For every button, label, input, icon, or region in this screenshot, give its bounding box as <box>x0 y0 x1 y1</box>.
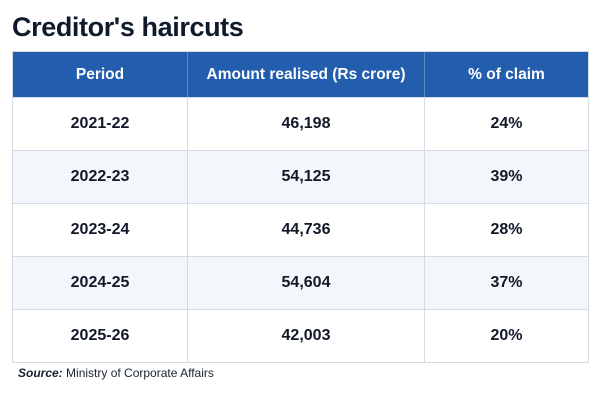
table-row: 2025-26 42,003 20% <box>13 309 588 362</box>
data-table: Period Amount realised (Rs crore) % of c… <box>12 51 589 363</box>
amount-cell: 46,198 <box>187 98 424 150</box>
chart-title: Creditor's haircuts <box>12 12 244 42</box>
period-cell: 2023-24 <box>70 221 130 238</box>
table-row: 2021-22 46,198 24% <box>13 97 588 150</box>
period-cell: 2025-26 <box>70 327 130 344</box>
table-row: 2024-25 54,604 37% <box>13 256 588 309</box>
column-header-amount: Amount realised (Rs crore) <box>187 52 424 97</box>
percent-cell: 39% <box>424 151 588 203</box>
source-text: Ministry of Corporate Affairs <box>66 366 214 380</box>
amount-cell: 44,736 <box>187 204 424 256</box>
source-label: Source: <box>18 366 63 380</box>
amount-cell: 54,125 <box>187 151 424 203</box>
period-cell: 2021-22 <box>70 115 130 132</box>
period-cell: 2024-25 <box>70 274 130 291</box>
amount-cell: 54,604 <box>187 257 424 309</box>
percent-cell: 20% <box>424 310 588 362</box>
percent-cell: 24% <box>424 98 588 150</box>
percent-cell: 37% <box>424 257 588 309</box>
table-row: 2022-23 54,125 39% <box>13 150 588 203</box>
column-header-percent: % of claim <box>424 52 588 97</box>
amount-cell: 42,003 <box>187 310 424 362</box>
period-cell: 2022-23 <box>70 168 130 185</box>
percent-cell: 28% <box>424 204 588 256</box>
column-header-period: Period <box>75 65 125 83</box>
table-header-row: Period Amount realised (Rs crore) % of c… <box>13 52 588 97</box>
source-note: Source: Ministry of Corporate Affairs <box>18 366 214 380</box>
table-row: 2023-24 44,736 28% <box>13 203 588 256</box>
